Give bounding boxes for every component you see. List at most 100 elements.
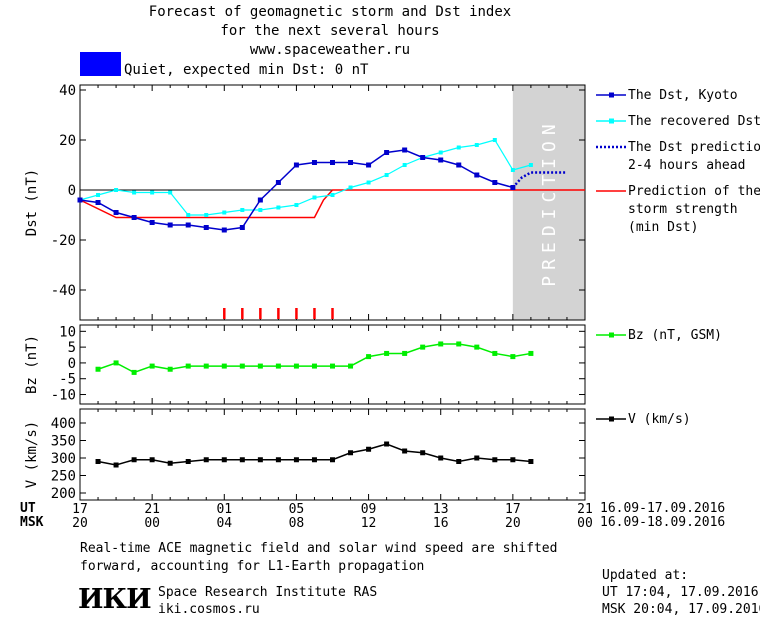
- legend-dst-kyoto: The Dst, Kyoto: [628, 88, 738, 103]
- dst-point: [167, 222, 173, 228]
- ut-range: 16.09-17.09.2016: [600, 501, 726, 516]
- y-tick-label: 0: [68, 183, 76, 199]
- v-point: [113, 462, 119, 468]
- dst-point: [474, 172, 480, 178]
- recovered-point: [456, 145, 461, 150]
- recovered-point: [168, 190, 173, 195]
- recovered-point: [510, 168, 515, 172]
- recovered-point: [222, 210, 227, 215]
- v-point: [366, 446, 372, 452]
- legend-recovered: The recovered Dst: [628, 114, 760, 129]
- bz-point: [311, 363, 317, 369]
- dst-point: [221, 227, 227, 233]
- msk-tick-label: 20: [72, 516, 88, 531]
- legend-strength-3: (min Dst): [628, 220, 699, 235]
- v-point: [348, 450, 354, 456]
- recovered-point: [258, 208, 263, 212]
- v-point: [330, 457, 335, 463]
- ut-tick-label: 17: [72, 502, 88, 517]
- bz-point: [510, 354, 516, 360]
- recovered-point: [312, 195, 317, 200]
- recovered-point: [150, 190, 155, 195]
- ut-label: UT: [20, 501, 36, 516]
- ut-tick-label: 13: [433, 502, 449, 517]
- dst-point: [330, 160, 335, 165]
- y-tick-label: 250: [51, 469, 76, 485]
- y-axis-label: Dst (nT): [24, 169, 40, 236]
- recovered-line: [79, 139, 532, 216]
- y-axis-label: Bz (nT): [24, 335, 40, 394]
- iki-logo: ИКИ: [78, 584, 152, 615]
- y-tick-label: 20: [59, 133, 76, 149]
- v-point: [293, 457, 299, 463]
- dst-point: [420, 155, 426, 160]
- dst-point: [95, 200, 101, 205]
- recovered-point: [528, 163, 533, 167]
- bz-point: [131, 369, 137, 375]
- bz-point: [366, 354, 372, 360]
- title-line-1: Forecast of geomagnetic storm and Dst in…: [148, 4, 512, 20]
- y-tick-label: 200: [51, 486, 76, 502]
- v-point: [438, 455, 444, 461]
- dst-point: [149, 220, 155, 225]
- y-tick-label: 40: [59, 83, 76, 99]
- recovered-point: [330, 193, 335, 197]
- ut-tick-label: 21: [144, 502, 160, 517]
- ut-tick-label: 09: [361, 502, 377, 517]
- prediction-line: [511, 171, 567, 189]
- v-point: [203, 457, 209, 463]
- ut-tick-label: 05: [289, 502, 305, 517]
- y-tick-label: -20: [51, 233, 76, 249]
- recovered-point: [186, 213, 191, 217]
- dst-point: [384, 150, 390, 155]
- institute-site[interactable]: iki.cosmos.ru: [158, 602, 260, 617]
- bz-point: [221, 363, 227, 369]
- v-point: [420, 450, 426, 456]
- dst-point: [131, 215, 137, 220]
- dst-point: [113, 210, 119, 215]
- dst-point: [456, 162, 462, 168]
- bz-point: [257, 363, 263, 369]
- recovered-point: [492, 138, 497, 142]
- v-point: [167, 460, 173, 466]
- panel-frame: [79, 84, 586, 321]
- recovered-point: [204, 213, 209, 217]
- y-tick-label: 0: [68, 356, 76, 372]
- recovered-point: [240, 208, 245, 212]
- legend-strength-1: Prediction of the: [628, 184, 760, 199]
- bz-point: [420, 344, 426, 350]
- status-text: Quiet, expected min Dst: 0 nT: [124, 62, 369, 78]
- bz-point: [167, 366, 173, 372]
- bz-point: [528, 350, 534, 356]
- v-point: [384, 441, 390, 447]
- bz-point: [275, 363, 281, 369]
- dst-point: [275, 180, 281, 185]
- bz-point: [384, 350, 390, 356]
- v-point: [311, 457, 317, 463]
- bz-point: [95, 366, 101, 372]
- prediction-zone: [512, 85, 585, 320]
- ut-tick-label: 21: [577, 502, 593, 517]
- v-point: [528, 459, 534, 464]
- recovered-point: [294, 203, 299, 207]
- msk-tick-label: 20: [505, 516, 521, 531]
- y-tick-label: -10: [51, 388, 76, 404]
- v-point: [275, 457, 281, 463]
- title-line-3: www.spaceweather.ru: [249, 42, 411, 58]
- recovered-point: [402, 163, 407, 167]
- dst-point: [257, 197, 263, 203]
- chart-title: Forecast of geomagnetic storm and Dst in…: [80, 3, 580, 60]
- updated-msk: MSK 20:04, 17.09.2016: [602, 602, 760, 617]
- legend-v: V (km/s): [628, 412, 691, 427]
- updated-ut: UT 17:04, 17.09.2016: [602, 585, 759, 600]
- bz-point: [402, 350, 408, 356]
- recovered-point: [132, 190, 137, 195]
- y-tick-label: 400: [51, 416, 76, 432]
- dst-point: [239, 225, 245, 230]
- dst-point: [438, 157, 444, 163]
- bz-point: [203, 363, 209, 369]
- title-line-2: for the next several hours: [220, 23, 440, 39]
- v-point: [95, 459, 101, 464]
- institute-name: Space Research Institute RAS: [158, 585, 378, 600]
- y-tick-label: 10: [59, 324, 76, 340]
